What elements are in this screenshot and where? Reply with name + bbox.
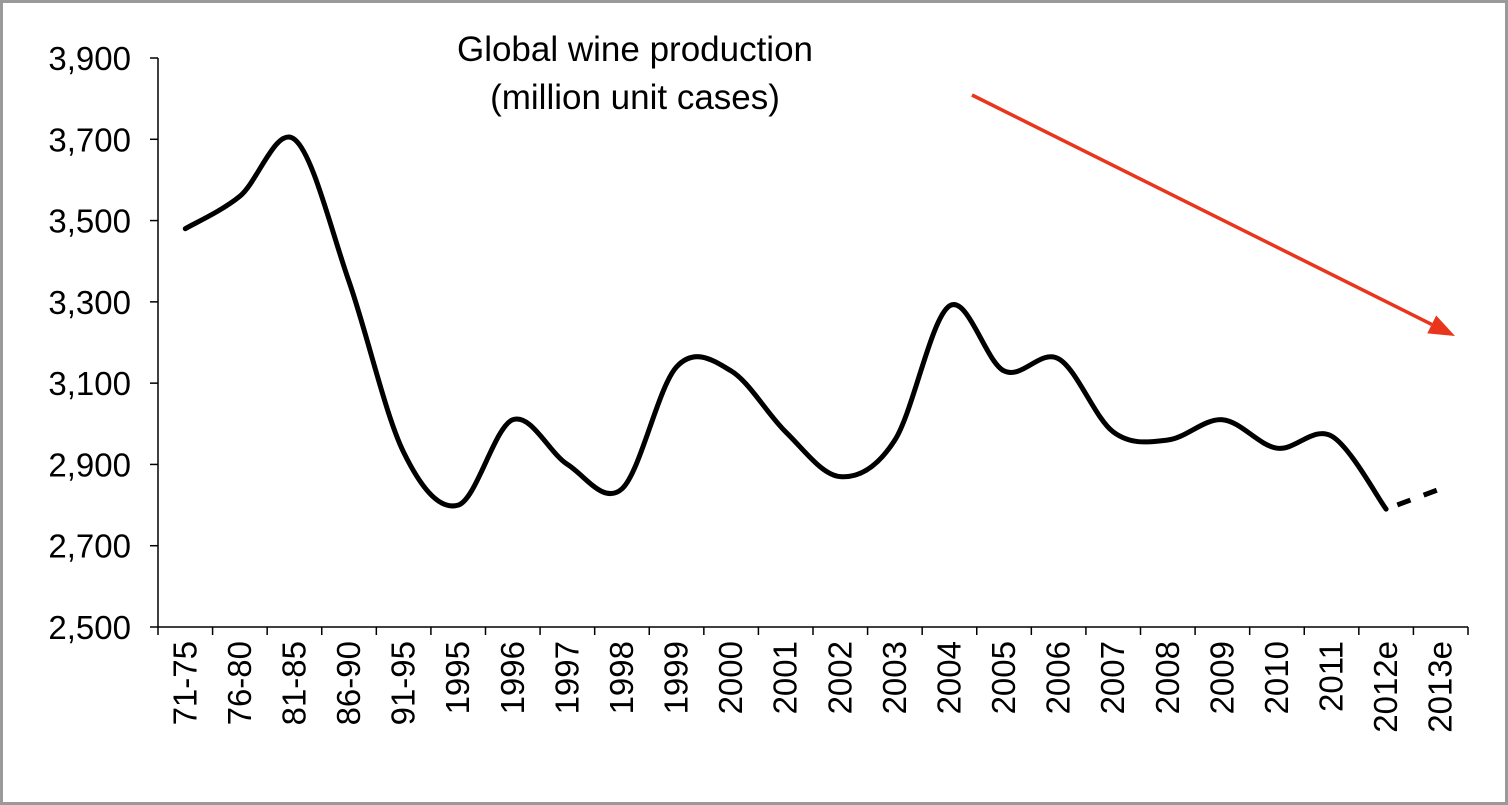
annotation-layer <box>971 93 1455 336</box>
x-tick-label: 2013e <box>1422 641 1459 733</box>
y-axis: 2,500 2,700 2,900 3,100 3,300 3,500 3,700 3,900 <box>48 40 159 646</box>
x-tick-label: 2008 <box>1149 641 1186 714</box>
x-tick-label: 2010 <box>1258 641 1295 714</box>
x-tick-label: 2004 <box>930 641 967 714</box>
x-tick-label: 1996 <box>494 641 531 714</box>
x-tick-label: 2003 <box>876 641 913 714</box>
series-line-estimate <box>1385 486 1442 512</box>
x-tick-label: 2005 <box>985 641 1022 714</box>
x-tick-label: 71-75 <box>166 641 203 725</box>
y-tick-label: 2,900 <box>48 446 131 483</box>
y-tick-label: 2,500 <box>48 609 131 646</box>
y-tick-label: 2,700 <box>48 528 131 565</box>
x-tick-label: 81-85 <box>275 641 312 725</box>
x-tick-label: 1999 <box>658 641 695 714</box>
x-tick-label: 2009 <box>1203 641 1240 714</box>
series-line <box>182 134 1389 512</box>
x-tick-label: 1995 <box>439 641 476 714</box>
x-tick-label: 2012e <box>1367 641 1404 733</box>
y-tick-label: 3,700 <box>48 121 131 158</box>
x-tick-label: 2007 <box>1094 641 1131 714</box>
x-tick-label: 91-95 <box>385 641 422 725</box>
x-tick-label: 76-80 <box>221 641 258 725</box>
x-axis: 71-75 76-80 81-85 86-90 91-95 1995 1996 1997 199… <box>157 626 1469 733</box>
y-tick-label: 3,300 <box>48 284 131 321</box>
chart-title: Global wine production <box>456 30 814 69</box>
trend-arrow-shaft <box>971 93 1433 326</box>
x-tick-label: 2006 <box>1040 641 1077 714</box>
y-tick-label: 3,900 <box>48 40 131 77</box>
series-layer <box>182 134 1442 512</box>
trend-arrow-head <box>1427 315 1455 336</box>
y-tick-label: 3,500 <box>48 203 131 240</box>
x-tick-label: 2001 <box>767 641 804 714</box>
chart-subtitle: (million unit cases) <box>490 78 780 117</box>
x-tick-label: 86-90 <box>330 641 367 725</box>
x-tick-label: 1997 <box>548 641 585 714</box>
y-tick-label: 3,100 <box>48 365 131 402</box>
x-tick-label: 2000 <box>712 641 749 714</box>
x-tick-label: 2011 <box>1313 641 1350 712</box>
x-tick-label: 1998 <box>603 641 640 714</box>
x-tick-label: 2002 <box>821 641 858 714</box>
